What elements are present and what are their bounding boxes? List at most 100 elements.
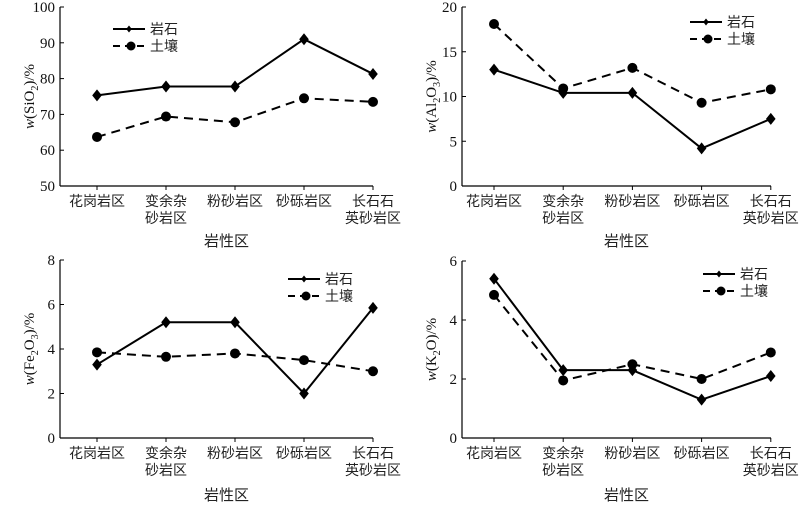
y-tick-label: 20 xyxy=(442,0,457,16)
y-axis-title-italic-w: w xyxy=(424,123,440,133)
legend-label-soil: 土壤 xyxy=(150,38,178,55)
y-axis-title-part: )/% xyxy=(22,64,38,86)
x-category-label-line: 砂砾岩区 xyxy=(276,194,332,210)
data-point-soil xyxy=(368,366,378,377)
x-category-label-line: 砂砾岩区 xyxy=(674,194,730,210)
y-tick-label: 80 xyxy=(40,72,55,88)
data-point-soil xyxy=(696,374,707,384)
data-point-rock xyxy=(368,301,378,314)
x-category-label: 砂砾岩区 xyxy=(674,194,730,210)
y-tick-label: 4 xyxy=(48,342,56,358)
legend-label-rock: 岩石 xyxy=(150,22,178,38)
x-category-label-line: 花岗岩区 xyxy=(466,194,522,210)
series-line-rock xyxy=(493,68,772,150)
data-point-soil xyxy=(92,347,102,358)
legend-label-rock: 岩石 xyxy=(740,267,768,283)
legend-label-soil: 土壤 xyxy=(740,283,768,300)
y-axis-title-subscript: 2 xyxy=(30,350,41,355)
data-point-soil xyxy=(161,111,171,122)
y-tick-label: 0 xyxy=(450,431,458,447)
x-category-label: 变余杂砂岩区 xyxy=(145,193,187,227)
y-tick-label: 50 xyxy=(40,179,55,195)
data-point-soil xyxy=(299,93,309,104)
x-category-label: 粉砂岩区 xyxy=(207,194,263,210)
y-axis-title-subscript: 2 xyxy=(432,98,443,103)
data-point-rock xyxy=(299,33,309,46)
data-point-rock xyxy=(368,67,378,80)
x-category-label-line: 花岗岩区 xyxy=(69,446,125,462)
x-category-label-line: 粉砂岩区 xyxy=(207,446,263,462)
legend-label-rock: 岩石 xyxy=(325,272,353,288)
x-category-label-line: 英砂岩区 xyxy=(345,462,401,479)
y-axis-title-subscript: 2 xyxy=(30,86,41,91)
data-point-rock xyxy=(489,272,499,285)
y-tick-label: 70 xyxy=(40,107,55,123)
data-point-soil xyxy=(489,289,499,300)
data-point-soil xyxy=(489,19,499,30)
y-axis-title-part: (Fe xyxy=(22,355,38,375)
x-category-label-line: 变余杂 xyxy=(542,193,584,210)
y-axis-title-part: )/% xyxy=(424,60,440,82)
legend-marker-rock xyxy=(301,275,307,283)
x-category-label-line: 长石石 xyxy=(352,194,394,210)
data-point-rock xyxy=(161,80,171,93)
x-category-label: 砂砾岩区 xyxy=(276,194,332,210)
x-axis-title: 岩性区 xyxy=(604,486,649,504)
y-axis-title-part: (K xyxy=(424,355,440,371)
x-category-label: 砂砾岩区 xyxy=(674,446,730,462)
legend-marker-soil xyxy=(703,34,713,44)
y-axis-title: w(Fe2O3)/% xyxy=(22,313,41,386)
y-tick-label: 100 xyxy=(33,0,56,16)
x-category-label: 变余杂砂岩区 xyxy=(145,445,187,479)
data-point-soil xyxy=(92,131,102,142)
y-axis-title-italic-w: w xyxy=(22,375,38,385)
y-axis-title: w(K2O)/% xyxy=(424,318,443,381)
data-point-rock xyxy=(230,80,240,93)
legend-marker-rock xyxy=(126,25,132,33)
x-category-label-line: 粉砂岩区 xyxy=(604,446,660,462)
y-axis-title: w(SiO2)/% xyxy=(22,64,41,129)
x-category-label: 长石石英砂岩区 xyxy=(743,194,799,227)
x-category-label-line: 变余杂 xyxy=(145,445,187,462)
x-category-label-line: 砂岩区 xyxy=(542,463,584,479)
x-category-label: 花岗岩区 xyxy=(466,194,522,210)
x-category-label-line: 花岗岩区 xyxy=(466,446,522,462)
data-point-rock xyxy=(299,387,309,400)
legend-label-rock: 岩石 xyxy=(727,15,755,31)
y-tick-label: 6 xyxy=(48,298,56,314)
data-point-soil xyxy=(230,348,240,359)
data-point-soil xyxy=(558,83,569,94)
data-point-soil xyxy=(627,62,638,73)
data-point-rock xyxy=(92,358,102,371)
data-point-rock xyxy=(489,63,499,76)
x-category-label-line: 粉砂岩区 xyxy=(604,194,660,210)
x-category-label-line: 砂岩区 xyxy=(145,463,187,479)
data-point-soil xyxy=(299,355,309,366)
series-line-rock xyxy=(493,278,772,401)
y-axis-title-italic-w: w xyxy=(424,371,440,381)
y-axis-title-subscript: 3 xyxy=(432,82,443,87)
x-category-label: 粉砂岩区 xyxy=(604,446,660,462)
x-axis-title: 岩性区 xyxy=(204,486,249,504)
y-axis-title-subscript: 2 xyxy=(432,350,443,355)
x-axis-title: 岩性区 xyxy=(204,232,249,250)
x-category-label-line: 砂砾岩区 xyxy=(674,446,730,462)
y-tick-label: 0 xyxy=(48,431,56,447)
x-category-label: 长石石英砂岩区 xyxy=(345,446,401,479)
x-category-label-line: 变余杂 xyxy=(145,193,187,210)
data-point-rock xyxy=(766,370,776,383)
data-point-soil xyxy=(765,347,776,358)
data-point-rock xyxy=(696,393,707,406)
data-point-soil xyxy=(161,351,171,362)
y-axis-title: w(Al2O3)/% xyxy=(424,60,443,133)
y-axis-title-italic-w: w xyxy=(22,119,38,129)
data-point-soil xyxy=(627,359,638,370)
data-point-rock xyxy=(627,86,638,99)
data-point-soil xyxy=(558,375,569,386)
